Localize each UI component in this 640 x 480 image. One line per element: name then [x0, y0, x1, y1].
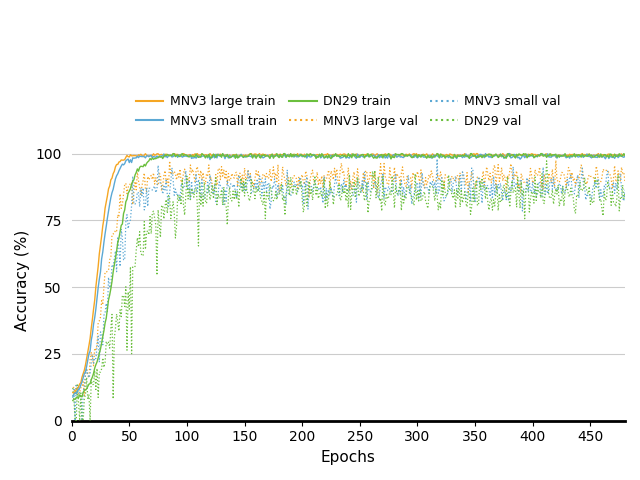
Legend: MNV3 large train, MNV3 small train, DN29 train, MNV3 large val, MNV3 small val, : MNV3 large train, MNV3 small train, DN29… [131, 90, 566, 132]
Y-axis label: Accuracy (%): Accuracy (%) [15, 230, 30, 331]
X-axis label: Epochs: Epochs [321, 450, 376, 465]
